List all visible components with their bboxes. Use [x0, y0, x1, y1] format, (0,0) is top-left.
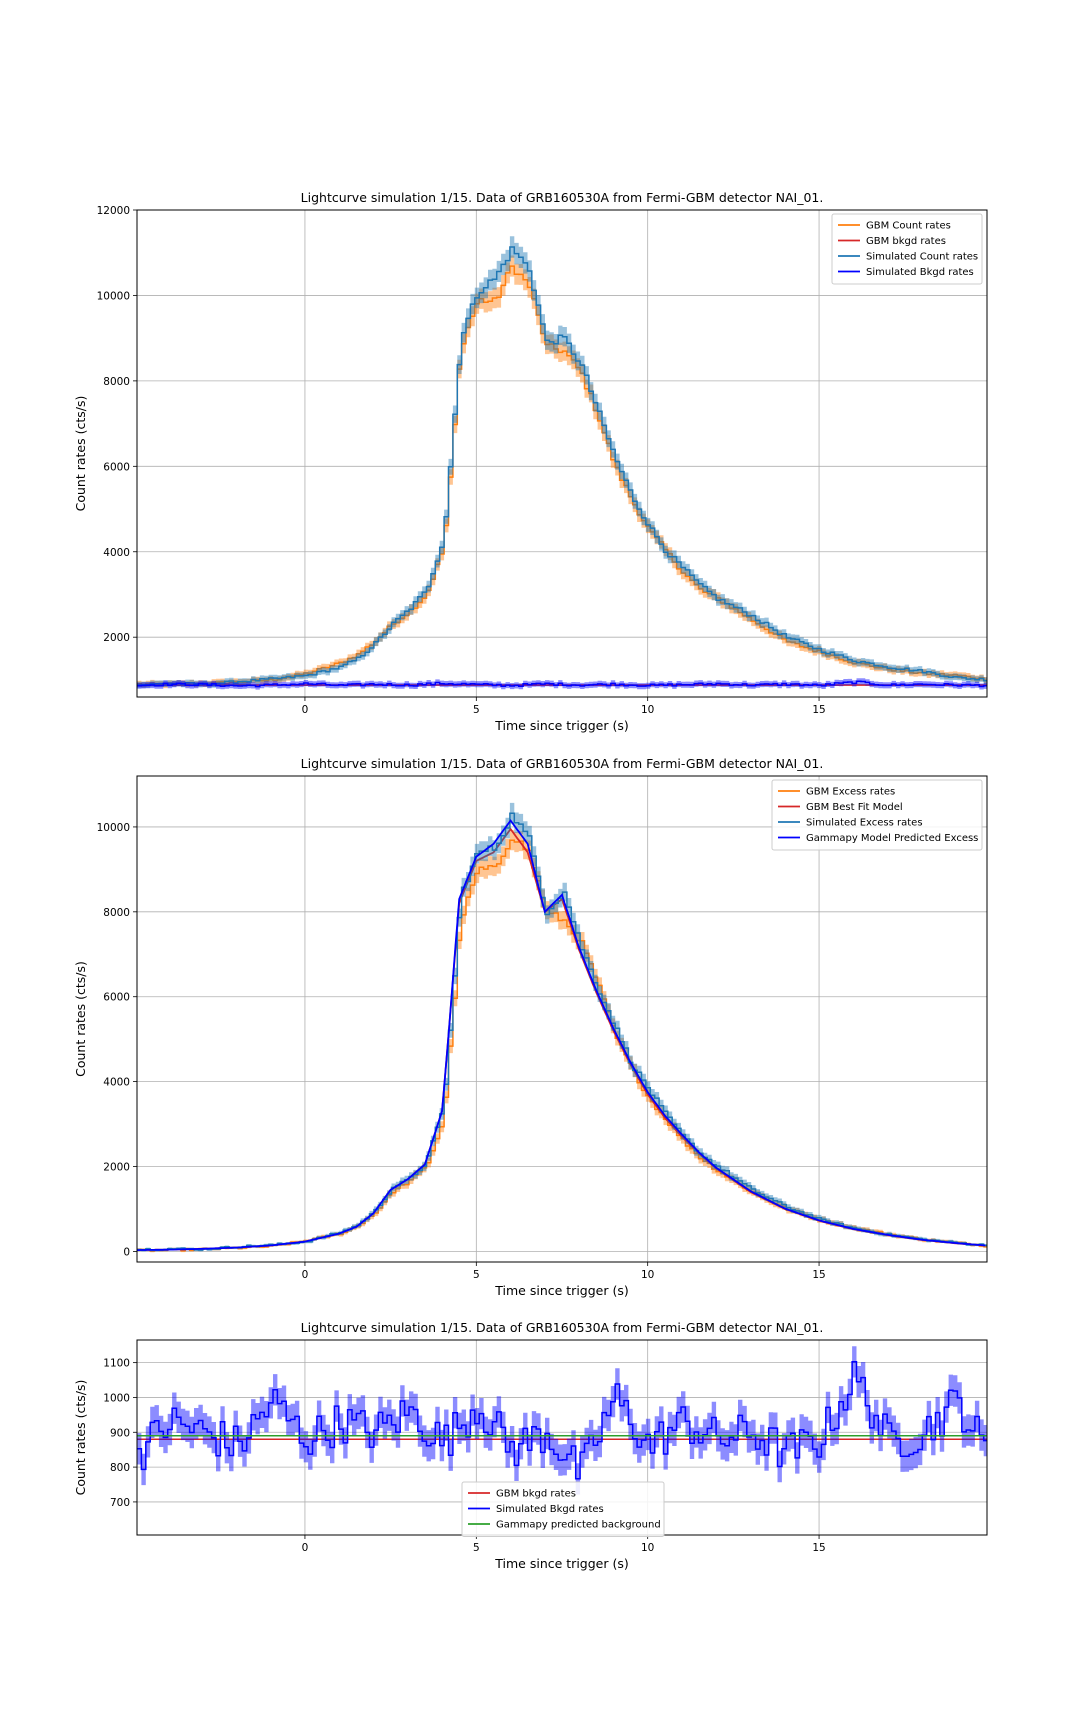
y-tick-label: 8000	[103, 376, 130, 388]
y-tick-label: 6000	[103, 461, 130, 473]
x-tick-label: 10	[641, 1542, 654, 1554]
chart-panel-1: 0 5 10 15 2000 4000 6000 8000 10000 12000 Lightcur…	[73, 190, 988, 733]
legend-entry: Simulated Excess rates	[806, 818, 923, 829]
plot-area	[137, 236, 987, 690]
series-line	[137, 265, 987, 686]
y-tick-label: 1000	[103, 1392, 130, 1404]
legend-entry: Gammapy Model Predicted Excess	[806, 833, 978, 844]
y-tick-label: 2000	[103, 1161, 130, 1173]
series-gbm-count-rates	[137, 255, 987, 689]
legend: GBM Count rates GBM bkgd rates Simulated C…	[831, 213, 983, 285]
error-band	[137, 830, 987, 1253]
x-axis-label: Time since trigger (s)	[494, 718, 628, 733]
x-tick-label: 5	[473, 1269, 480, 1281]
series-line	[137, 812, 987, 1252]
y-tick-label: 4000	[103, 547, 130, 559]
x-axis-label: Time since trigger (s)	[494, 1283, 628, 1298]
plot-area	[137, 802, 987, 1253]
y-axis-label: Count rates (cts/s)	[73, 961, 88, 1077]
axes-frame	[136, 775, 988, 1263]
legend-entry: Simulated Count rates	[866, 252, 978, 263]
error-band	[137, 1346, 987, 1495]
x-tick-label: 5	[473, 704, 480, 716]
x-tick-label: 5	[473, 1542, 480, 1554]
legend-entry: Simulated Bkgd rates	[866, 267, 974, 278]
y-tick-label: 1100	[103, 1358, 130, 1370]
series-simulated-bkgd-rates	[137, 1346, 987, 1495]
legend: GBM Excess rates GBM Best Fit Model Simula…	[771, 779, 983, 851]
y-tick-label: 800	[110, 1462, 130, 1474]
y-tick-label: 12000	[97, 205, 130, 217]
error-band	[137, 802, 987, 1252]
x-tick-label: 0	[302, 704, 309, 716]
error-band	[137, 255, 987, 689]
series-line	[137, 1361, 987, 1480]
legend-entry: GBM bkgd rates	[866, 236, 946, 247]
y-tick-label: 2000	[103, 632, 130, 644]
series-line	[137, 819, 986, 1251]
legend-entry: GBM Excess rates	[806, 787, 895, 798]
series-simulated-excess-rates	[137, 802, 987, 1252]
x-tick-label: 10	[641, 704, 654, 716]
y-tick-label: 900	[110, 1427, 130, 1439]
y-axis-label: Count rates (cts/s)	[73, 1380, 88, 1496]
y-tick-label: 10000	[97, 822, 130, 834]
y-tick-label: 10000	[97, 290, 130, 302]
series-simulated-bkgd-rates	[137, 678, 987, 690]
x-tick-label: 15	[812, 1542, 825, 1554]
series-line	[137, 246, 987, 686]
chart-title: Lightcurve simulation 1/15. Data of GRB1…	[301, 1320, 824, 1335]
error-band	[137, 236, 987, 688]
chart-title: Lightcurve simulation 1/15. Data of GRB1…	[301, 756, 824, 771]
legend-entry: GBM bkgd rates	[496, 1489, 576, 1500]
chart-title: Lightcurve simulation 1/15. Data of GRB1…	[301, 190, 824, 205]
y-tick-label: 4000	[103, 1077, 130, 1089]
x-tick-label: 15	[812, 1269, 825, 1281]
chart-panel-3: 0 5 10 15 700 800 900 1000 1100 Lightcurve simula…	[73, 1320, 988, 1571]
legend-entry: GBM Best Fit Model	[806, 802, 903, 813]
x-tick-label: 0	[302, 1542, 309, 1554]
plot-area	[137, 1346, 987, 1495]
series-simulated-count-rates	[137, 236, 987, 688]
chart-panel-2: 0 5 10 15 0 2000 4000 6000 8000 10000 Lightcurve s…	[73, 756, 988, 1298]
x-tick-label: 15	[812, 704, 825, 716]
x-axis-label: Time since trigger (s)	[494, 1556, 628, 1571]
series-gammapy-model-predicted-excess	[137, 819, 986, 1251]
y-axis-label: Count rates (cts/s)	[73, 396, 88, 512]
y-tick-label: 6000	[103, 992, 130, 1004]
series-line	[137, 680, 987, 688]
axes-frame	[136, 209, 988, 698]
legend-entry: GBM Count rates	[866, 221, 951, 232]
x-tick-label: 10	[641, 1269, 654, 1281]
y-tick-label: 8000	[103, 907, 130, 919]
y-tick-label: 0	[123, 1246, 130, 1258]
y-tick-label: 700	[110, 1497, 130, 1509]
legend: GBM bkgd rates Simulated Bkgd rates Gammap…	[461, 1481, 665, 1537]
legend-entry: Simulated Bkgd rates	[496, 1504, 604, 1515]
x-tick-label: 0	[302, 1269, 309, 1281]
legend-entry: Gammapy predicted background	[496, 1520, 661, 1531]
